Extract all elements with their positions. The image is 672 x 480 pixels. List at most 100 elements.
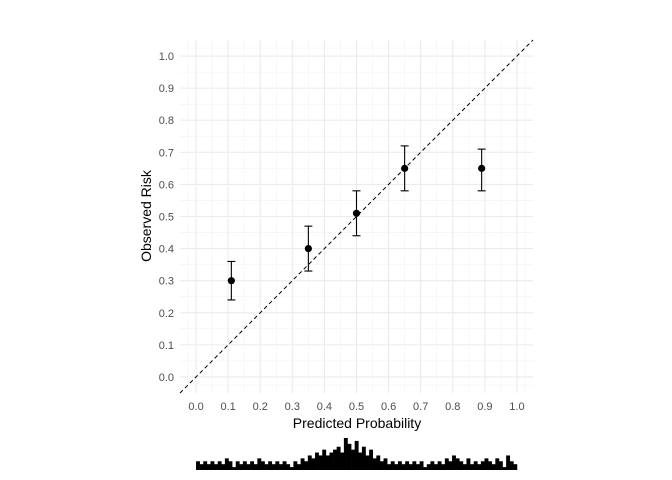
x-tick-label: 0.3 xyxy=(285,401,300,413)
reference-line-group xyxy=(179,39,534,394)
y-tick-label: 0.2 xyxy=(159,308,174,320)
histogram-bar xyxy=(304,461,309,470)
histogram-bar xyxy=(210,461,215,470)
histogram-bar xyxy=(419,461,424,470)
y-axis-title: Observed Risk xyxy=(138,169,154,262)
data-point xyxy=(401,164,409,172)
histogram-bar xyxy=(228,461,233,470)
histogram-bar xyxy=(372,458,377,470)
y-tick-label: 0.7 xyxy=(159,147,174,159)
histogram-bar xyxy=(282,461,287,470)
x-tick-label: 0.0 xyxy=(188,401,203,413)
histogram-bar xyxy=(509,461,514,470)
histogram-bar xyxy=(311,458,316,470)
y-tick-label: 0.0 xyxy=(159,372,174,384)
histogram-bar xyxy=(300,458,305,470)
histogram-bar xyxy=(232,467,237,470)
histogram-bar xyxy=(415,464,420,470)
x-tick-label: 0.9 xyxy=(477,401,492,413)
histogram-bar xyxy=(278,464,283,470)
histogram-bar xyxy=(462,464,467,470)
histogram-bar xyxy=(307,455,312,470)
histogram-bar xyxy=(397,461,402,470)
histogram-bar xyxy=(401,464,406,470)
histogram-bar xyxy=(495,458,500,470)
x-tick-label: 0.2 xyxy=(253,401,268,413)
histogram-bar xyxy=(365,455,370,470)
histogram-bar xyxy=(289,467,294,470)
histogram-bar xyxy=(336,446,341,470)
histogram-bar xyxy=(405,461,410,470)
histogram-bar xyxy=(260,461,265,470)
histogram-bar xyxy=(206,464,211,470)
histogram-bar xyxy=(441,464,446,470)
histogram-bar xyxy=(390,461,395,470)
x-tick-label: 0.7 xyxy=(413,401,428,413)
histogram-bar xyxy=(408,464,413,470)
histogram-bar xyxy=(412,461,417,470)
histogram-bar xyxy=(196,461,200,470)
y-tick-label: 0.4 xyxy=(159,244,174,256)
y-tick-label: 0.9 xyxy=(159,83,174,95)
histogram-bar xyxy=(361,446,366,470)
histogram-bar xyxy=(513,464,518,470)
histogram-bar xyxy=(286,464,291,470)
histogram-bar xyxy=(217,461,222,470)
histogram-bar xyxy=(379,461,384,470)
histogram-bar xyxy=(452,455,456,470)
histogram-bar xyxy=(455,458,460,470)
histogram-bar xyxy=(480,461,485,470)
histogram-bar xyxy=(203,461,208,470)
histogram-bar xyxy=(470,464,474,470)
histogram-bar xyxy=(235,461,240,470)
data-point xyxy=(227,277,235,285)
histogram-bar xyxy=(250,461,255,470)
histogram-bar xyxy=(329,452,334,470)
histogram-bar xyxy=(448,461,453,470)
histogram-bar xyxy=(383,458,388,470)
x-axis-title: Predicted Probability xyxy=(293,415,421,431)
histogram-bar xyxy=(297,464,301,470)
x-tick-label: 0.6 xyxy=(381,401,396,413)
y-axis-ticks: 0.0 0.1 0.2 0.3 0.4 0.5 0.6 0.7 0.8 0.9 1.0 xyxy=(159,51,174,384)
histogram-bar xyxy=(376,455,381,470)
x-tick-label: 0.5 xyxy=(349,401,364,413)
histogram-bar xyxy=(351,449,355,470)
histogram-bar xyxy=(484,458,489,470)
y-tick-label: 0.1 xyxy=(159,340,174,352)
histogram-bar xyxy=(325,455,330,470)
histogram-bar xyxy=(221,464,226,470)
histogram-bar xyxy=(322,449,327,470)
x-tick-label: 0.1 xyxy=(220,401,235,413)
histogram-bar xyxy=(394,464,399,470)
y-tick-label: 0.6 xyxy=(159,179,174,191)
histogram-bar xyxy=(318,455,323,470)
y-tick-label: 1.0 xyxy=(159,51,174,63)
histogram-bar xyxy=(369,449,374,470)
histogram-bar xyxy=(293,461,298,470)
histogram-bar xyxy=(264,464,269,470)
histogram-bar xyxy=(315,452,319,470)
x-tick-label: 1.0 xyxy=(509,401,524,413)
histogram-bar xyxy=(224,458,229,470)
x-tick-label: 0.8 xyxy=(445,401,460,413)
histogram-bar xyxy=(275,461,280,470)
y-tick-label: 0.8 xyxy=(159,115,174,127)
histogram-bar xyxy=(347,443,352,470)
histogram-bar xyxy=(239,464,244,470)
prediction-histogram xyxy=(196,438,518,470)
histogram-bar xyxy=(354,440,359,470)
y-tick-label: 0.3 xyxy=(159,276,174,288)
histogram-bar xyxy=(199,464,204,470)
histogram-bar xyxy=(473,461,478,470)
histogram-bar xyxy=(242,461,247,470)
reference-line xyxy=(179,39,534,394)
histogram-bar xyxy=(502,467,507,470)
histogram-bar xyxy=(434,464,438,470)
histogram-bar xyxy=(426,464,431,470)
histogram-bar xyxy=(387,464,392,470)
histogram-bar xyxy=(257,458,262,470)
histogram-bar xyxy=(437,461,442,470)
data-point xyxy=(304,244,312,253)
